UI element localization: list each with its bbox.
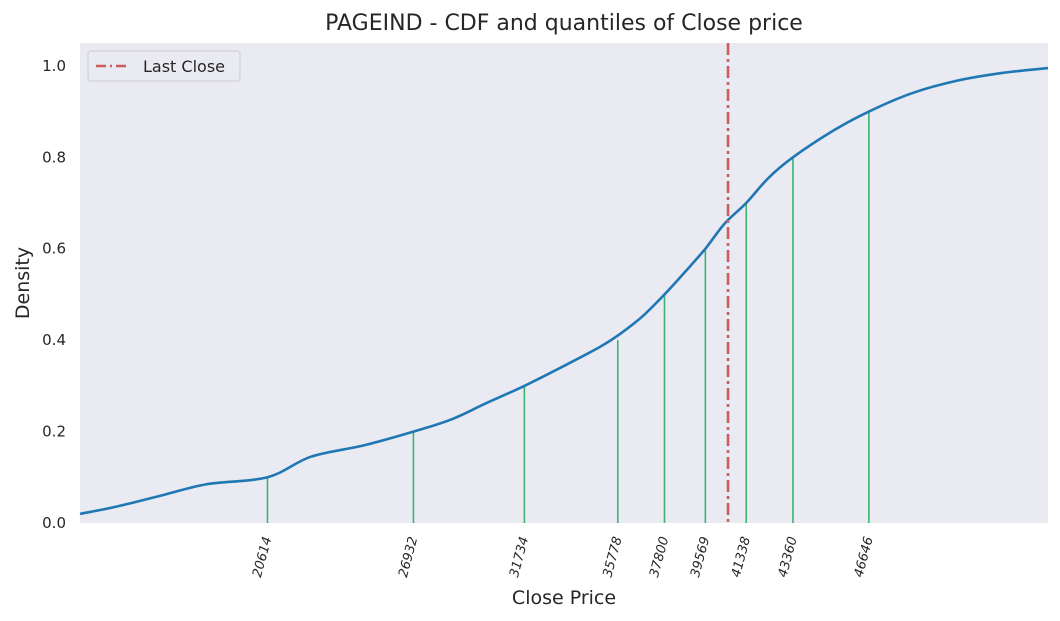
x-tick-label-41338: 41338 [729,535,754,579]
x-tick-label-37800: 37800 [647,535,672,579]
cdf-curve [79,66,1049,516]
x-tick-label-35778: 35778 [600,535,625,579]
y-tick-label: 0.2 [42,423,66,441]
y-tick-label: 0.4 [42,331,66,349]
quantile-lines [266,111,870,523]
plot-area [80,43,1048,523]
x-tick-label-31734: 31734 [507,535,532,579]
y-axis-label: Density [12,247,34,319]
chart-title: PAGEIND - CDF and quantiles of Close pri… [325,11,803,36]
cdf-layer [79,66,1049,516]
legend-last-close-label: Last Close [143,57,225,76]
x-tick-label-20614: 20614 [250,535,275,579]
x-axis-label: Close Price [512,587,616,609]
legend-box [87,50,241,82]
legend: Last Close [87,50,241,82]
y-tick-label: 0.8 [42,148,66,166]
y-tick-label: 0.6 [42,240,66,258]
x-axis-ticks: 20614 26932 31734 35778 37800 39569 41338 43360… [250,535,877,579]
y-tick-label: 0.0 [42,514,66,532]
x-tick-label-39569: 39569 [688,535,713,579]
y-tick-label: 1.0 [42,57,66,75]
y-axis-ticks: 0.0 0.2 0.4 0.6 0.8 1.0 [42,57,66,532]
x-tick-label-46646: 46646 [852,535,877,579]
x-tick-label-43360: 43360 [776,535,801,579]
x-tick-label-26932: 26932 [396,535,421,579]
